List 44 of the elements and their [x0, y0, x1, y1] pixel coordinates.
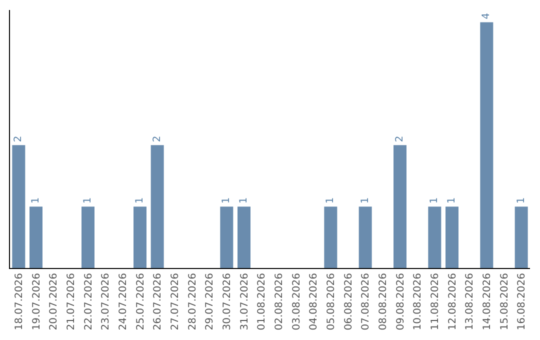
x-tick-label: 14.08.2026 — [482, 273, 493, 330]
data-label: 1 — [446, 197, 458, 204]
x-tick-label: 27.07.2026 — [170, 273, 181, 330]
x-tick-label: 05.08.2026 — [326, 273, 337, 330]
data-label: 1 — [516, 197, 527, 204]
x-tick-label: 10.08.2026 — [412, 273, 424, 330]
x-tick-label: 11.08.2026 — [430, 273, 441, 330]
x-tick-label: 25.07.2026 — [135, 273, 146, 330]
data-label: 4 — [481, 12, 492, 20]
x-tick-label: 06.08.2026 — [343, 273, 354, 330]
x-tick-label: 26.07.2026 — [152, 273, 164, 330]
data-label: 1 — [429, 197, 440, 204]
x-tick-label: 21.07.2026 — [66, 273, 77, 330]
x-tick-label: 30.07.2026 — [222, 273, 233, 330]
x-tick-label: 08.08.2026 — [378, 273, 389, 330]
x-tick-label: 09.08.2026 — [395, 273, 406, 330]
data-label: 1 — [82, 197, 94, 204]
data-label: 2 — [152, 136, 163, 142]
x-tick-label: 23.07.2026 — [100, 273, 112, 330]
data-label: 2 — [13, 136, 24, 142]
x-tick-label: 29.07.2026 — [204, 273, 216, 330]
x-tick-label: 20.07.2026 — [48, 273, 60, 330]
x-tick-label: 19.07.2026 — [31, 273, 42, 330]
x-tick-label: 03.08.2026 — [291, 273, 302, 330]
data-label: 1 — [134, 197, 146, 204]
data-label: 1 — [30, 197, 42, 204]
x-tick-label: 31.07.2026 — [239, 273, 250, 330]
x-tick-label: 01.08.2026 — [256, 273, 268, 330]
x-tick-label: 07.08.2026 — [360, 273, 372, 330]
data-label: 2 — [394, 136, 406, 142]
x-tick-label: 22.07.2026 — [83, 273, 94, 330]
x-tick-label: 12.08.2026 — [447, 273, 458, 330]
x-tick-label: 24.07.2026 — [118, 273, 129, 330]
x-tick-label: 28.07.2026 — [187, 273, 198, 330]
x-tick-label: 13.08.2026 — [464, 273, 476, 330]
x-tick-label: 15.08.2026 — [499, 273, 510, 330]
data-label: 1 — [238, 197, 250, 204]
data-label: 1 — [360, 197, 371, 204]
x-tick-label: 16.08.2026 — [516, 273, 528, 330]
x-tick-label: 02.08.2026 — [274, 273, 285, 330]
data-label: 1 — [221, 197, 232, 204]
data-label: 1 — [325, 197, 336, 204]
x-tick-label: 18.07.2026 — [14, 273, 25, 330]
x-tick-label: 04.08.2026 — [308, 273, 320, 330]
